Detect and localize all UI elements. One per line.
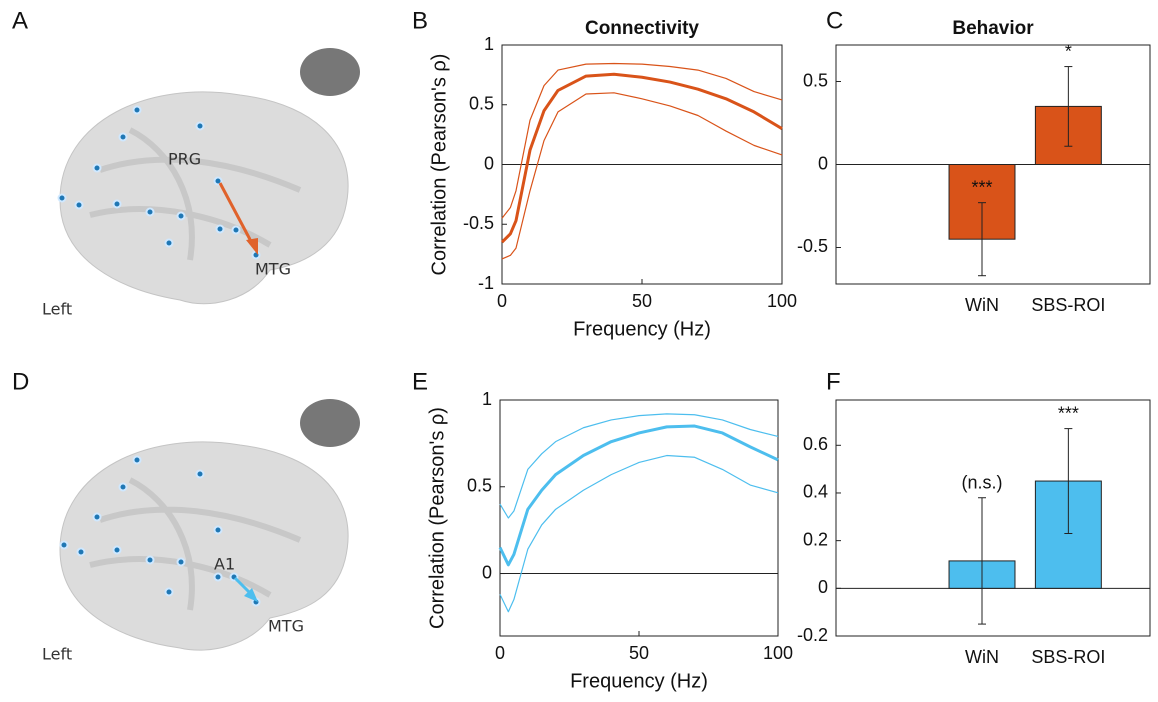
axes-frame xyxy=(499,399,779,637)
hemisphere-label: Left xyxy=(42,645,72,664)
y-tick-label: 0.5 xyxy=(467,476,492,496)
chart-title: Connectivity xyxy=(585,18,699,39)
hemisphere-label: Left xyxy=(42,300,72,319)
axes-frame xyxy=(835,399,1151,637)
y-axis-label: Correlation (Pearson's ρ) xyxy=(426,407,448,629)
x-tick-label: 50 xyxy=(629,643,649,663)
region-label: MTG xyxy=(255,260,291,279)
significance-label: *** xyxy=(972,177,993,197)
region-label: PRG xyxy=(168,150,201,169)
y-tick-label: 1 xyxy=(482,389,492,409)
y-tick-label: -1 xyxy=(478,273,494,293)
panel-letter: B xyxy=(412,7,428,34)
ci-line xyxy=(499,454,779,613)
y-tick-label: 0.6 xyxy=(803,434,828,454)
brain-image xyxy=(59,399,360,651)
x-axis-label: Frequency (Hz) xyxy=(570,670,708,692)
brain-image xyxy=(57,48,360,305)
region-label: A1 xyxy=(214,555,235,574)
panel-letter: F xyxy=(826,368,841,395)
panel-letter: D xyxy=(12,368,29,395)
panel-letter: C xyxy=(826,7,843,34)
ci-line xyxy=(501,62,783,219)
x-tick-label: WiN xyxy=(965,295,999,315)
x-tick-label: 50 xyxy=(632,291,652,311)
y-tick-label: 0.4 xyxy=(803,482,828,502)
y-tick-label: -0.5 xyxy=(463,213,494,233)
region-label: MTG xyxy=(268,617,304,636)
y-tick-label: 0 xyxy=(482,562,492,582)
significance-label: * xyxy=(1065,41,1072,61)
ci-line xyxy=(501,92,783,260)
x-tick-label: SBS-ROI xyxy=(1031,295,1105,315)
chart-title: Behavior xyxy=(952,18,1034,39)
ci-line xyxy=(499,413,779,519)
panel-letter: A xyxy=(12,7,28,34)
y-tick-label: 0.5 xyxy=(803,70,828,90)
significance-label: (n.s.) xyxy=(962,472,1003,492)
x-tick-label: 0 xyxy=(497,291,507,311)
x-tick-label: 0 xyxy=(495,643,505,663)
x-axis-label: Frequency (Hz) xyxy=(573,318,711,340)
y-axis-label: Correlation (Pearson's ρ) xyxy=(428,54,450,276)
ci-line xyxy=(498,424,779,567)
x-tick-label: SBS-ROI xyxy=(1031,647,1105,667)
y-tick-label: 0 xyxy=(818,577,828,597)
y-tick-label: 0.2 xyxy=(803,529,828,549)
y-tick-label: 1 xyxy=(484,34,494,54)
y-tick-label: -0.2 xyxy=(797,625,828,645)
significance-label: *** xyxy=(1058,403,1079,423)
panel-letter: E xyxy=(412,368,428,395)
x-tick-label: WiN xyxy=(965,647,999,667)
y-tick-label: 0 xyxy=(818,153,828,173)
x-tick-label: 100 xyxy=(767,291,797,311)
y-tick-label: 0.5 xyxy=(469,94,494,114)
y-tick-label: -0.5 xyxy=(797,236,828,256)
ci-line xyxy=(500,72,783,244)
x-tick-label: 100 xyxy=(763,643,793,663)
y-tick-label: 0 xyxy=(484,153,494,173)
